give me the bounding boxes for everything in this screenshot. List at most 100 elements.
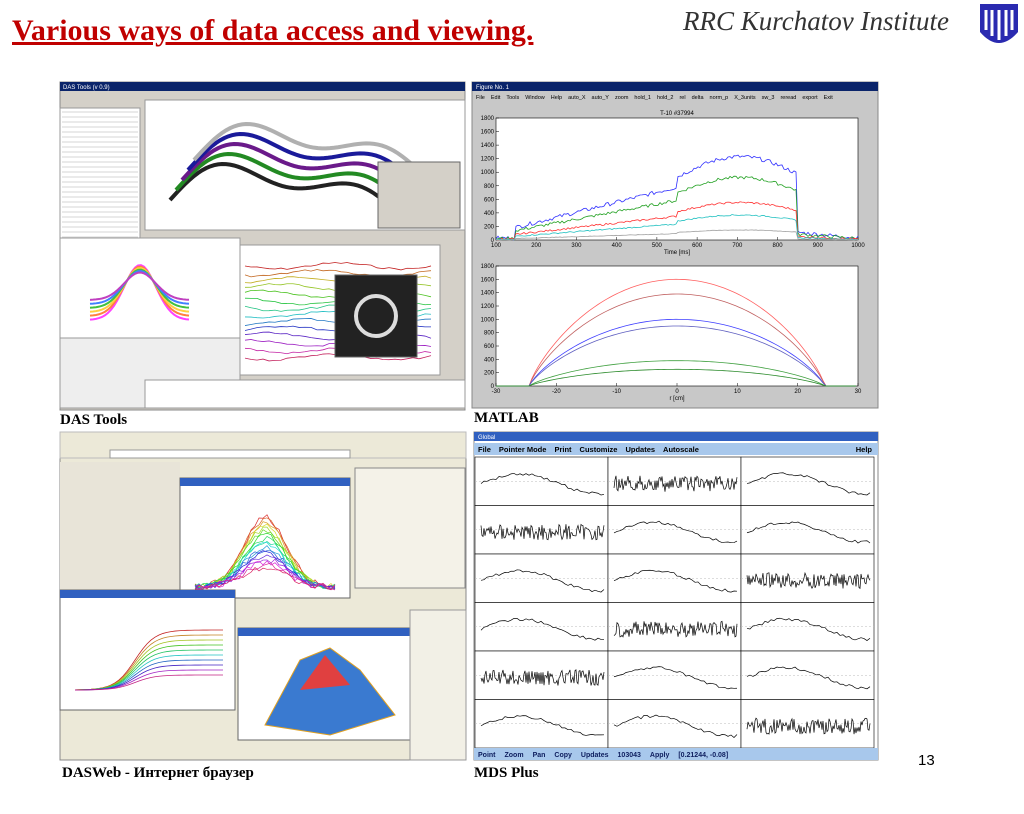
signal-cell bbox=[474, 699, 609, 749]
x-axis-label: Time [ms] bbox=[664, 250, 690, 256]
slide-title: Various ways of data access and viewing. bbox=[12, 14, 534, 47]
x-tick-label: 0 bbox=[675, 389, 679, 395]
menu-item[interactable]: Exit bbox=[824, 95, 834, 101]
signal bbox=[480, 523, 605, 541]
window-title: DAS Tools (v 0.9) bbox=[63, 85, 110, 91]
curve bbox=[74, 674, 224, 691]
menu-item[interactable]: File bbox=[478, 445, 491, 454]
signal-cell bbox=[607, 650, 742, 700]
x-tick-label: 800 bbox=[773, 243, 784, 249]
status-item[interactable]: [0.21244, -0.08] bbox=[678, 752, 728, 759]
menu-item[interactable]: Updates bbox=[625, 445, 655, 454]
status-item[interactable]: Copy bbox=[554, 752, 572, 759]
menu-item[interactable]: Pointer Mode bbox=[499, 445, 547, 454]
menu-item[interactable]: Help bbox=[856, 445, 873, 454]
surface bbox=[264, 647, 396, 736]
surface-peak bbox=[300, 655, 350, 690]
menu-item[interactable]: File bbox=[476, 95, 485, 101]
curve bbox=[496, 318, 856, 387]
curve bbox=[194, 526, 336, 589]
dialog bbox=[377, 161, 461, 229]
y-tick-label: 400 bbox=[484, 211, 495, 217]
menu-item[interactable]: rel bbox=[679, 95, 685, 101]
signal bbox=[746, 617, 871, 641]
menu-item[interactable]: X_3units bbox=[734, 95, 756, 101]
menu-item[interactable]: Customize bbox=[580, 445, 618, 454]
signal bbox=[746, 521, 871, 544]
curve bbox=[194, 560, 336, 591]
menu-item[interactable]: Tools bbox=[506, 95, 519, 101]
y-tick-label: 1600 bbox=[481, 277, 495, 283]
menu-item[interactable]: sw_3 bbox=[762, 95, 775, 101]
y-tick-label: 1800 bbox=[481, 264, 495, 270]
menu-item[interactable]: hold_2 bbox=[657, 95, 674, 101]
status-item[interactable]: Zoom bbox=[505, 752, 524, 759]
signal bbox=[480, 715, 605, 736]
status-item[interactable]: Apply bbox=[650, 752, 670, 759]
signal bbox=[613, 520, 738, 544]
address-bar bbox=[109, 449, 351, 459]
y-tick-label: 0 bbox=[491, 238, 495, 244]
signal bbox=[480, 669, 605, 686]
menu-item[interactable]: norm_p bbox=[710, 95, 729, 101]
x-tick-label: 700 bbox=[732, 243, 743, 249]
menu-item[interactable]: export bbox=[802, 95, 818, 101]
caption: MATLAB bbox=[474, 410, 539, 426]
x-tick-label: 1000 bbox=[851, 243, 865, 249]
status-item[interactable]: Point bbox=[478, 752, 496, 759]
camera-image bbox=[334, 274, 418, 358]
curve bbox=[495, 175, 859, 241]
x-tick-label: 600 bbox=[692, 243, 703, 249]
y-tick-label: 200 bbox=[484, 371, 495, 377]
y-tick-label: 1200 bbox=[481, 157, 495, 163]
curve bbox=[244, 262, 432, 271]
signal-cell bbox=[474, 602, 609, 652]
window-title: Global bbox=[478, 435, 495, 441]
status-item[interactable]: Pan bbox=[533, 752, 546, 759]
signal bbox=[480, 569, 605, 593]
surface-window bbox=[59, 237, 241, 339]
status-item[interactable]: 103043 bbox=[618, 752, 641, 759]
list bbox=[59, 107, 141, 239]
caption: DAS Tools bbox=[60, 412, 128, 428]
signal bbox=[613, 714, 738, 738]
menu-item[interactable]: Help bbox=[551, 95, 562, 101]
menu-item[interactable]: hold_1 bbox=[634, 95, 651, 101]
menu-item[interactable]: reread bbox=[780, 95, 796, 101]
y-tick-label: 1400 bbox=[481, 291, 495, 297]
x-axis-label: r [cm] bbox=[670, 396, 685, 402]
status-item[interactable]: Updates bbox=[581, 752, 609, 759]
y-tick-label: 800 bbox=[484, 184, 495, 190]
signal bbox=[613, 569, 738, 593]
signal-cell bbox=[607, 602, 742, 652]
curve bbox=[496, 325, 856, 387]
menu-item[interactable]: auto_X bbox=[568, 95, 586, 101]
y-tick-label: 200 bbox=[484, 224, 495, 230]
signal bbox=[746, 472, 871, 496]
status-box bbox=[144, 379, 466, 409]
x-tick-label: 400 bbox=[612, 243, 623, 249]
x-tick-label: -10 bbox=[612, 389, 621, 395]
menu-item[interactable]: auto_Y bbox=[592, 95, 610, 101]
caption: DASWeb - Интернет браузер bbox=[62, 765, 254, 781]
form-area bbox=[60, 462, 180, 592]
curve bbox=[194, 545, 336, 590]
signal bbox=[613, 475, 738, 492]
menu-item[interactable]: zoom bbox=[615, 95, 629, 101]
curve bbox=[180, 142, 404, 188]
curve bbox=[496, 293, 856, 387]
x-tick-label: 500 bbox=[652, 243, 663, 249]
page-number: 13 bbox=[918, 752, 935, 769]
curve bbox=[89, 268, 190, 309]
menu-item[interactable]: Edit bbox=[491, 95, 501, 101]
menu-item[interactable]: delta bbox=[692, 95, 705, 101]
signal bbox=[613, 620, 738, 638]
window-title: Figure No. 1 bbox=[476, 85, 510, 91]
logo-text: RRC Kurchatov Institute bbox=[683, 6, 949, 36]
popup-bar bbox=[180, 478, 350, 486]
menu-item[interactable]: Autoscale bbox=[663, 445, 699, 454]
menu-item[interactable]: Window bbox=[525, 95, 545, 101]
menu-item[interactable]: Print bbox=[554, 445, 572, 454]
